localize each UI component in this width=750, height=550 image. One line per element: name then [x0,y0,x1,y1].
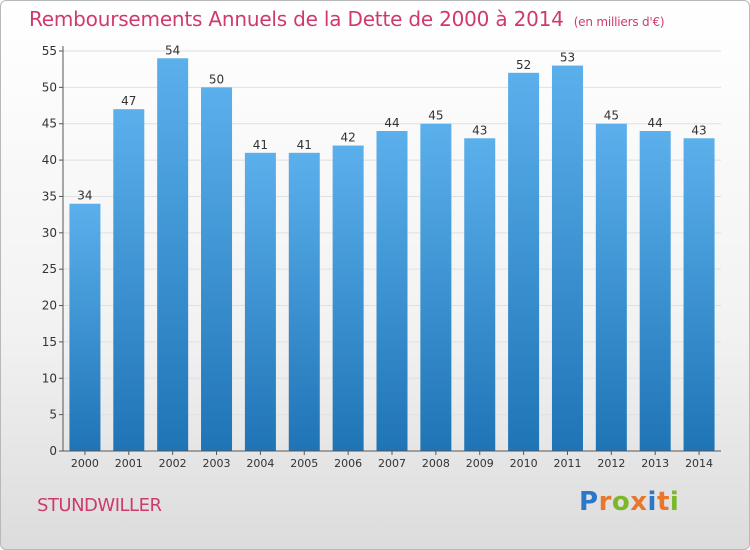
y-tick-label: 30 [42,226,57,240]
x-tick-label-2003: 2003 [203,457,231,470]
data-label-2000: 34 [77,189,92,203]
data-label-2014: 43 [691,123,706,137]
y-tick-label: 15 [42,335,57,349]
y-tick-label: 55 [42,44,57,58]
bar-2012 [595,123,627,452]
bar-2003 [201,87,233,451]
x-tick-label-2004: 2004 [246,457,274,470]
data-label-2005: 41 [297,138,312,152]
bar-2002 [157,58,189,451]
x-tick-label-2000: 2000 [71,457,99,470]
data-label-2012: 45 [604,109,619,123]
bar-2006 [332,145,364,451]
x-tick-label-2012: 2012 [597,457,625,470]
data-label-2001: 47 [121,94,136,108]
logo-letter: i [669,487,680,517]
bar-chart: 0 5 10 15 20 25 30 35 40 45 50 55 2000 2001 2002 2003 20… [42,43,721,470]
bar-2001 [113,109,145,451]
x-tick-label-2007: 2007 [378,457,406,470]
x-tick-label-2006: 2006 [334,457,362,470]
x-tick-label-2005: 2005 [290,457,318,470]
data-label-2013: 44 [648,116,663,130]
logo-letter: r [598,487,612,517]
bar-2005 [288,152,320,451]
x-tick-label-2014: 2014 [685,457,713,470]
bar-2009 [464,138,496,452]
bar-2013 [639,131,671,451]
x-tick-label-2011: 2011 [553,457,581,470]
data-labels: 34 47 54 50 41 41 42 44 45 43 52 53 45 44 43 [77,43,706,202]
logo-letter: t [656,487,670,517]
bar-2004 [244,152,276,451]
data-label-2004: 41 [253,138,268,152]
y-tick-label: 10 [42,371,57,385]
axes: 0 5 10 15 20 25 30 35 40 45 50 55 2000 2001 2002 2003 20… [42,44,721,470]
y-tick-label: 45 [42,117,57,131]
data-label-2002: 54 [165,43,180,57]
proxiti-logo: Proxiti [579,487,679,517]
y-tick-label: 35 [42,189,57,203]
data-label-2009: 43 [472,123,487,137]
logo-letter: i [647,487,657,517]
y-tick-label: 20 [42,299,57,313]
y-tick-label: 5 [49,408,57,422]
data-label-2011: 53 [560,51,575,65]
logo-letter: P [579,487,599,517]
y-tick-label: 0 [49,444,57,458]
bar-2010 [508,72,540,452]
bars [69,58,715,452]
logo-letter: x [630,487,648,517]
chart-title: Remboursements Annuels de la Dette de 20… [29,7,665,31]
bar-2014 [683,138,715,452]
chart-title-text: Remboursements Annuels de la Dette de 20… [29,7,564,31]
bar-2000 [69,203,101,451]
x-tick-label-2013: 2013 [641,457,669,470]
x-tick-label-2002: 2002 [159,457,187,470]
data-label-2003: 50 [209,72,224,86]
bar-2011 [551,65,583,451]
data-label-2007: 44 [384,116,399,130]
data-label-2010: 52 [516,58,531,72]
commune-name: STUNDWILLER [37,495,162,516]
x-tick-label-2008: 2008 [422,457,450,470]
bar-2008 [420,123,452,452]
chart-unit: (en milliers d'€) [573,15,665,29]
x-tick-label-2001: 2001 [115,457,143,470]
x-tick-label-2010: 2010 [510,457,538,470]
y-tick-label: 50 [42,80,57,94]
y-tick-label: 25 [42,262,57,276]
x-tick-label-2009: 2009 [466,457,494,470]
y-tick-label: 40 [42,153,57,167]
data-label-2006: 42 [340,131,355,145]
bar-2007 [376,131,408,451]
data-label-2008: 45 [428,109,443,123]
logo-letter: o [611,487,631,517]
